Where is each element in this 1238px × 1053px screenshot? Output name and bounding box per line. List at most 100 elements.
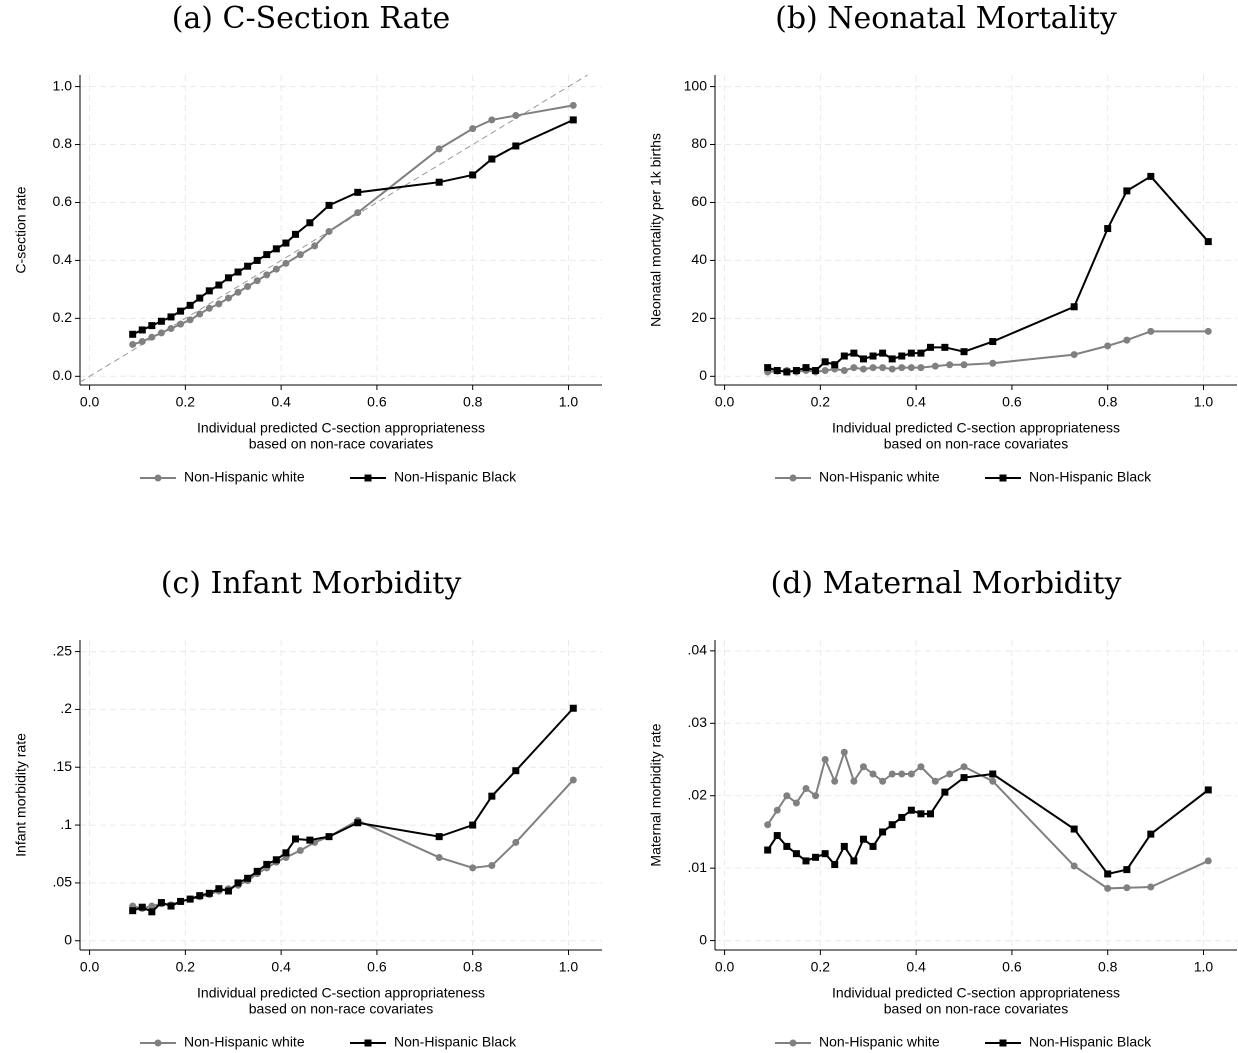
marker <box>488 862 496 870</box>
x-tick-label: 0.8 <box>1098 394 1118 410</box>
marker <box>898 770 906 778</box>
marker <box>783 842 791 850</box>
marker <box>205 304 213 312</box>
legend-marker <box>999 1039 1007 1047</box>
marker <box>234 879 242 887</box>
marker <box>792 850 800 858</box>
marker <box>869 364 877 372</box>
marker <box>469 125 477 133</box>
marker <box>569 704 577 712</box>
marker <box>196 310 204 318</box>
marker <box>1123 866 1131 874</box>
legend-label: Non-Hispanic white <box>819 469 940 485</box>
marker <box>435 178 443 186</box>
marker <box>272 245 280 253</box>
marker <box>205 287 213 295</box>
marker <box>306 836 314 844</box>
marker <box>907 806 915 814</box>
marker <box>311 242 319 250</box>
marker <box>840 842 848 850</box>
y-tick-label: .05 <box>53 874 73 890</box>
marker <box>167 902 175 910</box>
marker <box>764 821 772 829</box>
marker <box>812 367 820 375</box>
marker <box>859 365 867 373</box>
series-line <box>132 118 574 336</box>
marker <box>148 322 156 330</box>
x-tick-label: 1.0 <box>559 959 579 975</box>
x-tick-label: 1.0 <box>1194 959 1214 975</box>
y-tick-label: .15 <box>53 758 73 774</box>
x-tick-label: 0.2 <box>811 959 831 975</box>
y-tick-label: 0.8 <box>53 135 73 151</box>
marker <box>253 867 261 875</box>
series-line <box>132 104 574 346</box>
y-tick-label: 0.2 <box>53 309 73 325</box>
x-tick-label: 0.6 <box>1002 959 1022 975</box>
legend-marker <box>789 474 797 482</box>
marker <box>325 201 333 209</box>
marker <box>354 209 362 217</box>
chart-title: (c) Infant Morbidity <box>161 566 462 601</box>
x-axis-label: Individual predicted C-section appropria… <box>832 420 1120 436</box>
marker <box>157 899 165 907</box>
y-tick-label: .25 <box>53 642 73 658</box>
x-axis-label: based on non-race covariates <box>249 1001 433 1017</box>
marker <box>272 265 280 273</box>
marker <box>215 281 223 289</box>
marker <box>850 857 858 865</box>
marker <box>215 300 223 308</box>
marker <box>196 892 204 900</box>
x-tick-label: 1.0 <box>559 394 579 410</box>
marker <box>931 362 939 370</box>
x-tick-label: 0.0 <box>80 959 100 975</box>
marker <box>292 230 300 238</box>
legend-label: Non-Hispanic Black <box>394 1034 517 1050</box>
marker <box>879 828 887 836</box>
marker <box>1104 342 1112 350</box>
marker <box>263 271 271 279</box>
legend-label: Non-Hispanic white <box>184 469 305 485</box>
marker <box>205 889 213 897</box>
series-line <box>766 772 1209 876</box>
legend-label: Non-Hispanic Black <box>394 469 517 485</box>
x-tick-label: 0.8 <box>463 959 483 975</box>
marker <box>469 821 477 829</box>
y-tick-label: 60 <box>691 193 707 209</box>
marker <box>869 770 877 778</box>
x-tick-label: 0.6 <box>367 959 387 975</box>
marker <box>186 895 194 903</box>
marker <box>792 799 800 807</box>
marker <box>1204 857 1212 865</box>
marker <box>1123 187 1131 195</box>
marker <box>569 116 577 124</box>
y-tick-label: .2 <box>60 700 72 716</box>
marker <box>282 849 290 857</box>
marker <box>224 294 232 302</box>
marker <box>907 770 915 778</box>
marker <box>773 806 781 814</box>
legend-label: Non-Hispanic Black <box>1029 469 1152 485</box>
marker <box>941 788 949 796</box>
chart-title: (b) Neonatal Mortality <box>775 1 1117 36</box>
y-axis-label: Maternal morbidity rate <box>648 723 664 866</box>
x-tick-label: 0.4 <box>906 959 926 975</box>
marker <box>989 770 997 778</box>
series-line <box>132 779 575 910</box>
marker <box>802 857 810 865</box>
marker <box>941 343 949 351</box>
marker <box>783 368 791 376</box>
marker <box>1204 327 1212 335</box>
x-axis-label: Individual predicted C-section appropria… <box>197 985 485 1001</box>
marker <box>907 364 915 372</box>
marker <box>831 777 839 785</box>
y-tick-label: 0.6 <box>53 193 73 209</box>
x-tick-label: 1.0 <box>1194 394 1214 410</box>
marker <box>1204 786 1212 794</box>
marker <box>898 364 906 372</box>
y-tick-label: 0 <box>699 931 707 947</box>
y-tick-label: .01 <box>688 859 708 875</box>
marker <box>888 821 896 829</box>
marker <box>821 756 829 764</box>
marker <box>850 364 858 372</box>
